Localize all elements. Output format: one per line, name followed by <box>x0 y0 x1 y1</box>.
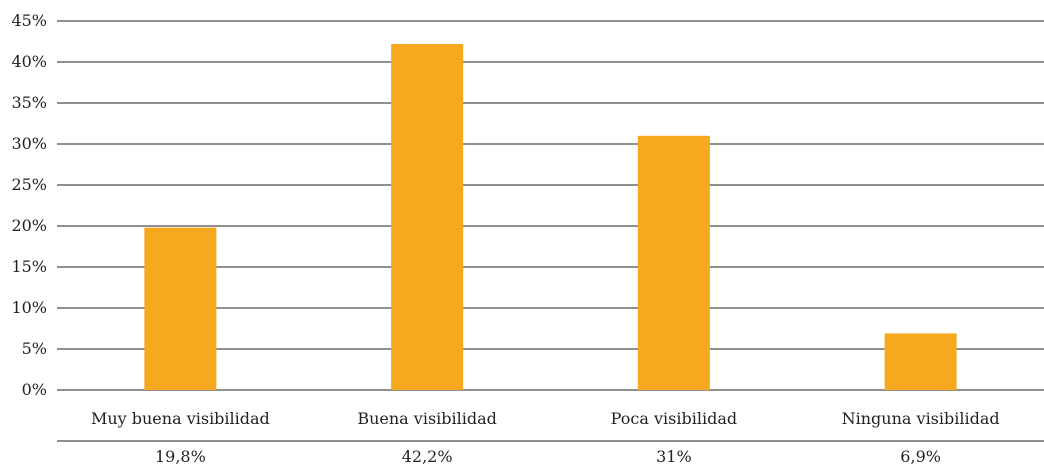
y-tick-label: 35% <box>11 93 47 112</box>
y-tick-label: 25% <box>11 175 47 194</box>
value-label: 42,2% <box>402 447 453 466</box>
value-label: 31% <box>656 447 692 466</box>
bar <box>637 135 710 390</box>
y-tick-label: 40% <box>11 52 47 71</box>
category-label: Buena visibilidad <box>357 409 497 428</box>
category-label: Muy buena visibilidad <box>91 409 270 428</box>
bar <box>391 43 464 391</box>
y-tick-label: 0% <box>22 380 47 399</box>
gridlines <box>57 20 1044 391</box>
bar <box>884 333 957 390</box>
y-tick-label: 15% <box>11 257 47 276</box>
category-labels: Muy buena visibilidad Buena visibilidad Po… <box>91 409 1000 428</box>
y-tick-label: 10% <box>11 298 47 317</box>
y-tick-label: 45% <box>11 11 47 30</box>
category-label: Ninguna visibilidad <box>842 409 1000 428</box>
y-axis-tick-labels: 0% 5% 10% 15% 20% 25% 30% 35% 40% 45% <box>11 11 47 399</box>
category-label: Poca visibilidad <box>611 409 737 428</box>
bars <box>144 43 957 391</box>
value-labels: 19,8% 42,2% 31% 6,9% <box>155 447 941 466</box>
value-label: 6,9% <box>900 447 941 466</box>
y-tick-label: 5% <box>22 339 47 358</box>
y-tick-label: 20% <box>11 216 47 235</box>
value-label: 19,8% <box>155 447 206 466</box>
y-tick-label: 30% <box>11 134 47 153</box>
bar <box>144 227 217 390</box>
